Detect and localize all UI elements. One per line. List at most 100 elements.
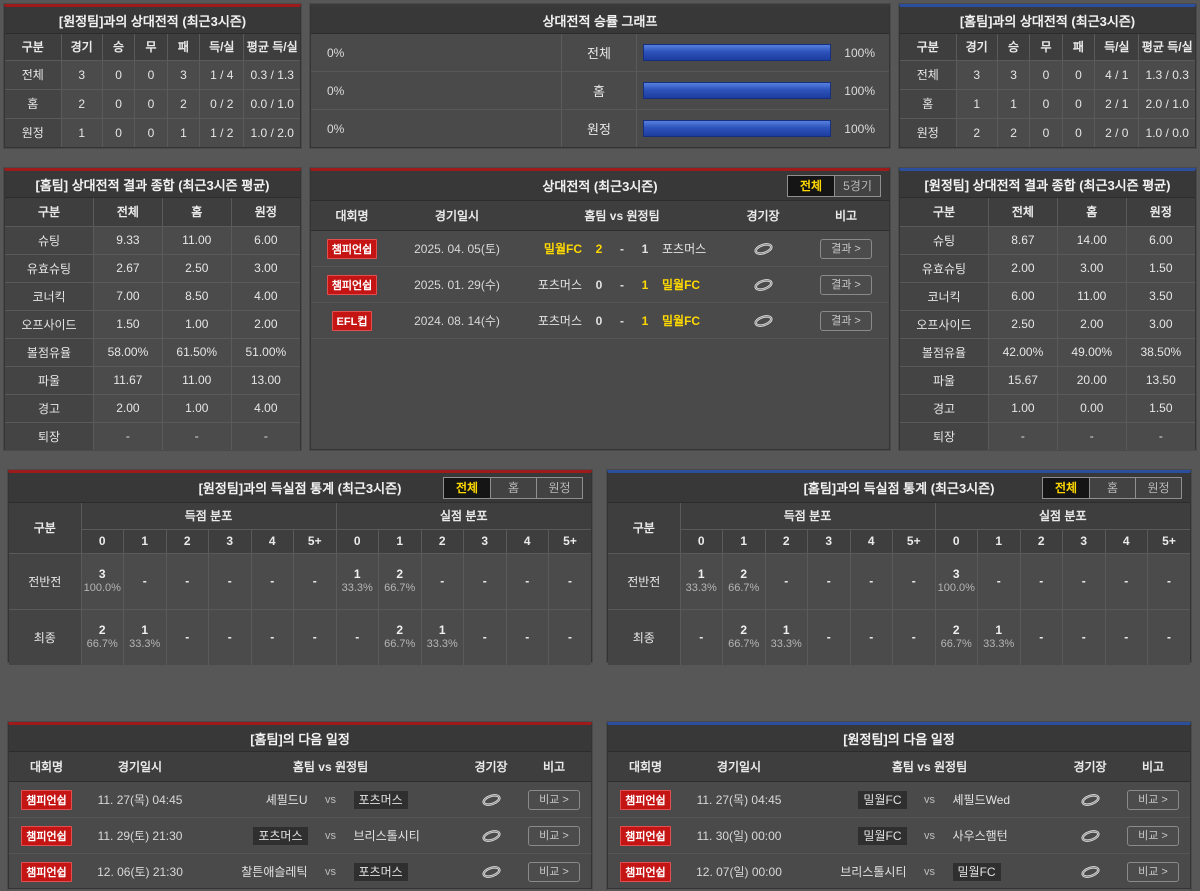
stadium-icon[interactable] (481, 793, 502, 807)
dist-cell: - (1019, 608, 1063, 665)
table-row: 전반전 1 33.3% 2 66.7% - - - - 3 100.0% - - - … (608, 552, 1190, 610)
goal-stats-tab-group: 전체 홈 원정 (443, 476, 583, 499)
compare-button[interactable]: 비교 > (1127, 789, 1179, 810)
away-team: 밀월FC (662, 314, 701, 328)
stadium-icon[interactable] (753, 314, 774, 328)
dist-cell: - (807, 552, 851, 610)
dist-cell: - (892, 608, 936, 665)
league-badge: 챔피언쉽 (620, 861, 671, 882)
dist-cell: - (849, 552, 893, 610)
dist-cell: 2 66.7% (80, 608, 124, 665)
compare-button[interactable]: 비교 > (1127, 861, 1179, 882)
col-header: 경기 (60, 34, 103, 61)
dist-cell: - (165, 608, 209, 665)
home-score: 0 (595, 313, 603, 328)
col-header: 5+ (892, 528, 936, 554)
row-label: 슈팅 (900, 225, 989, 255)
col-header: 0 (680, 528, 723, 554)
tab-last5[interactable]: 5경기 (834, 175, 880, 196)
stadium-icon[interactable] (1080, 829, 1101, 843)
tab-home[interactable]: 홈 (1089, 477, 1135, 498)
col-header: 경기장 (474, 760, 508, 774)
stat-cell: 61.50% (161, 337, 232, 367)
away-score: 1 (641, 313, 649, 328)
stadium-icon[interactable] (753, 278, 774, 292)
stadium-icon[interactable] (753, 242, 774, 256)
row-label: 슈팅 (5, 225, 94, 255)
result-button[interactable]: 결과 > (820, 310, 872, 331)
graph-row-label: 홈 (561, 72, 637, 109)
match-date: 12. 07(일) 00:00 (696, 865, 782, 879)
note-cell: 비교 > (517, 789, 591, 810)
col-header: 구분 (5, 198, 94, 227)
table-row: 코너킥 7.00 8.50 4.00 (5, 281, 300, 311)
table-row: 오프사이드 1.50 1.00 2.00 (5, 309, 300, 339)
schedule-match-row: 챔피언쉽 11. 30(일) 00:00 밀월FC vs 사우스햄턴 비교 > (608, 818, 1190, 854)
league-badge: 챔피언쉽 (326, 238, 378, 259)
stat-cell: 0 (134, 88, 168, 119)
table-row: 유효슈팅 2.00 3.00 1.50 (900, 253, 1195, 283)
compare-button[interactable]: 비교 > (1127, 825, 1179, 846)
sub-header-row: 0 1 2 3 4 5+ 0 1 2 3 4 5+ (608, 528, 1190, 554)
compare-button[interactable]: 비교 > (528, 825, 580, 846)
dist-cell: - (977, 552, 1021, 610)
dist-cell: - (849, 608, 893, 665)
table-row: 파울 15.67 20.00 13.50 (900, 365, 1195, 395)
panel-vs-away-record: [원정팀]과의 상대전적 (최근3시즌) 구분 경기 승 무 패 득/실 평균 … (4, 4, 301, 148)
col-header: 5+ (548, 528, 591, 554)
stat-cell: 1.3 / 0.3 (1138, 59, 1195, 90)
corner-header: 구분 (9, 503, 82, 554)
tab-all[interactable]: 전체 (788, 175, 834, 196)
note-cell: 결과 > (803, 310, 889, 331)
stat-cell: 42.00% (988, 337, 1058, 367)
panel-goal-stats-vs-away: [원정팀]과의 득실점 통계 (최근3시즌) 전체 홈 원정 구분 득점 분포 … (8, 470, 592, 665)
compare-button[interactable]: 비교 > (528, 861, 580, 882)
stat-cell: 13.50 (1125, 365, 1195, 395)
stat-cell: 2 / 1 (1094, 88, 1140, 119)
stat-cell: 0 (101, 88, 136, 119)
col-header: 0 (81, 528, 124, 554)
row-label: 코너킥 (900, 281, 989, 311)
stadium-icon[interactable] (1080, 793, 1101, 807)
h2h-match-row: 챔피언쉽 2025. 04. 05(토) 밀월FC 2 - 1 포츠머스 결과 … (311, 231, 889, 267)
tab-away[interactable]: 원정 (1135, 477, 1181, 498)
note-cell: 비교 > (1116, 861, 1190, 882)
dist-cell: 2 66.7% (722, 552, 766, 610)
tab-all[interactable]: 전체 (444, 477, 490, 498)
panel-title: [홈팀]의 다음 일정 (9, 725, 591, 752)
stat-cell: 1 / 4 (199, 59, 245, 90)
row-label: 경고 (5, 393, 94, 423)
table-row: 홈 2 0 0 2 0 / 2 0.0 / 1.0 (5, 88, 300, 119)
schedule-header-row: 대회명 경기일시 홈팀 vs 원정팀 경기장 비고 (9, 752, 591, 782)
col-header: 무 (1029, 34, 1063, 61)
dist-cell: 1 33.3% (679, 552, 723, 610)
stat-cell: 2 (996, 117, 1031, 147)
col-header: 2 (1019, 528, 1063, 554)
col-header: 경기장 (1073, 760, 1107, 774)
match-date: 2024. 08. 14(수) (414, 314, 500, 328)
stat-cell: - (230, 421, 300, 450)
vs-label: vs (924, 793, 935, 806)
stadium-icon[interactable] (481, 829, 502, 843)
goal-stats-title: [원정팀]과의 득실점 통계 (최근3시즌) (198, 481, 402, 496)
tab-all[interactable]: 전체 (1043, 477, 1089, 498)
stadium-icon[interactable] (1080, 865, 1101, 879)
stadium-cell (1064, 828, 1116, 843)
result-button[interactable]: 결과 > (820, 274, 872, 295)
stat-cell: 4.00 (230, 281, 300, 311)
stat-cell: 1 (955, 88, 998, 119)
dist-cell: 2 66.7% (722, 608, 766, 665)
tab-away[interactable]: 원정 (536, 477, 582, 498)
row-label: 코너킥 (5, 281, 94, 311)
table-row: 유효슈팅 2.67 2.50 3.00 (5, 253, 300, 283)
stadium-icon[interactable] (481, 865, 502, 879)
left-percent-label: 0% (327, 83, 345, 98)
stat-cell: 3 (60, 59, 103, 90)
league-cell: 챔피언쉽 (608, 789, 683, 810)
vs-label: vs (924, 829, 935, 842)
stat-cell: 1 (60, 117, 103, 147)
compare-button[interactable]: 비교 > (528, 789, 580, 810)
stat-cell: 3.00 (230, 253, 300, 283)
result-button[interactable]: 결과 > (820, 238, 872, 259)
tab-home[interactable]: 홈 (490, 477, 536, 498)
